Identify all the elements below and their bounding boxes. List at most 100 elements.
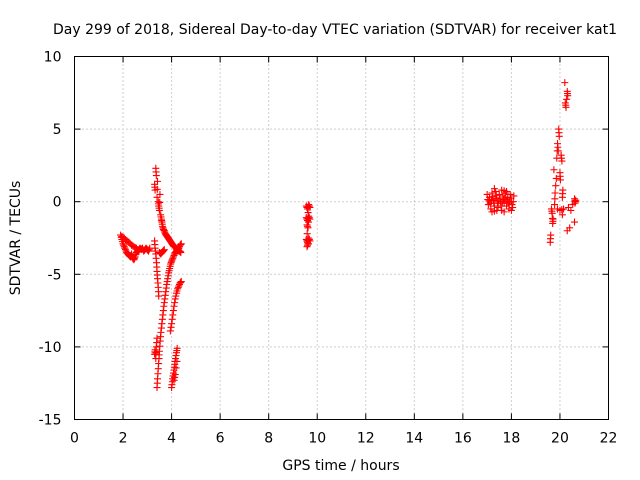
data-point <box>130 256 138 264</box>
data-point <box>488 189 496 197</box>
data-point <box>563 95 571 103</box>
x-tick-label: 8 <box>264 431 273 447</box>
data-point <box>170 251 178 259</box>
data-point <box>490 185 498 193</box>
data-point <box>172 364 180 372</box>
data-point <box>560 205 568 213</box>
data-point <box>175 244 183 252</box>
data-point <box>554 205 562 213</box>
data-point <box>173 357 181 365</box>
data-point <box>177 241 185 249</box>
data-point <box>555 132 563 140</box>
data-point <box>120 243 128 251</box>
data-point <box>549 215 557 223</box>
data-point <box>177 278 185 286</box>
x-tick-label: 18 <box>502 431 520 447</box>
data-point <box>487 205 495 213</box>
data-point <box>166 327 174 335</box>
data-point <box>153 334 161 342</box>
data-point <box>306 204 314 212</box>
data-point <box>153 193 161 201</box>
data-point <box>168 256 176 264</box>
data-point <box>171 295 179 303</box>
x-tick-label: 16 <box>454 431 472 447</box>
data-point <box>305 202 313 210</box>
data-point <box>559 186 567 194</box>
x-tick-label: 2 <box>119 431 128 447</box>
data-point <box>156 198 164 206</box>
data-point <box>169 254 177 262</box>
grid-lines <box>74 56 609 420</box>
y-tick-label: 5 <box>53 122 62 138</box>
data-point <box>305 214 313 222</box>
data-point <box>571 218 579 226</box>
data-point <box>306 215 314 223</box>
data-point <box>121 244 129 252</box>
data-point <box>168 320 176 328</box>
data-point <box>572 196 580 204</box>
y-tick-label: 0 <box>53 195 62 211</box>
data-point <box>494 204 502 212</box>
data-point <box>492 191 500 199</box>
data-point <box>171 370 179 378</box>
data-point <box>155 292 163 300</box>
data-point <box>567 206 575 214</box>
data-point <box>507 206 515 214</box>
data-point <box>303 230 311 238</box>
data-point <box>504 199 512 207</box>
data-point <box>550 166 558 174</box>
data-point <box>145 247 153 255</box>
data-point <box>174 283 182 291</box>
data-point <box>551 189 559 197</box>
data-point <box>169 307 177 315</box>
data-point <box>176 279 184 287</box>
x-tick-label: 4 <box>167 431 176 447</box>
data-point <box>503 188 511 196</box>
data-point <box>563 227 571 235</box>
plot-frame <box>74 56 609 420</box>
data-point <box>120 241 128 249</box>
data-point <box>564 92 572 100</box>
data-point <box>552 182 560 190</box>
data-point <box>169 253 177 261</box>
x-tick-label: 6 <box>216 431 225 447</box>
data-point <box>170 376 178 384</box>
data-point <box>153 185 161 193</box>
chart-title: Day 299 of 2018, Sidereal Day-to-day VTE… <box>53 22 617 38</box>
data-point <box>170 302 178 310</box>
data-point <box>176 241 184 249</box>
data-point <box>492 188 500 196</box>
x-tick-label: 0 <box>70 431 79 447</box>
x-tick-label: 20 <box>551 431 569 447</box>
data-point <box>562 103 570 111</box>
data-point <box>154 177 162 185</box>
x-axis-label: GPS time / hours <box>282 458 399 474</box>
y-tick-label: -15 <box>39 413 62 429</box>
data-point <box>305 201 313 209</box>
x-tick-label: 22 <box>600 431 618 447</box>
data-point <box>558 157 566 165</box>
data-point <box>561 79 569 87</box>
data-point <box>171 373 179 381</box>
data-point <box>509 204 517 212</box>
data-point <box>556 176 564 184</box>
y-tick-label: -5 <box>48 267 62 283</box>
data-point <box>305 235 313 243</box>
data-point <box>156 190 164 198</box>
x-tick-label: 14 <box>405 431 423 447</box>
data-point <box>167 323 175 331</box>
data-point <box>500 208 508 216</box>
data-point <box>486 193 494 201</box>
data-point <box>508 201 516 209</box>
data-point <box>558 211 566 219</box>
data-point <box>558 206 566 214</box>
data-point <box>554 147 562 155</box>
data-point <box>552 174 560 182</box>
data-point <box>304 240 312 248</box>
data-point <box>506 190 514 198</box>
data-point <box>169 311 177 319</box>
data-point <box>168 315 176 323</box>
data-point <box>547 231 555 239</box>
data-point <box>160 246 168 254</box>
